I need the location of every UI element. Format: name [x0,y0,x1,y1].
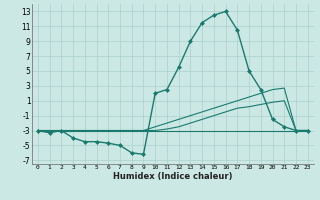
X-axis label: Humidex (Indice chaleur): Humidex (Indice chaleur) [113,172,233,181]
